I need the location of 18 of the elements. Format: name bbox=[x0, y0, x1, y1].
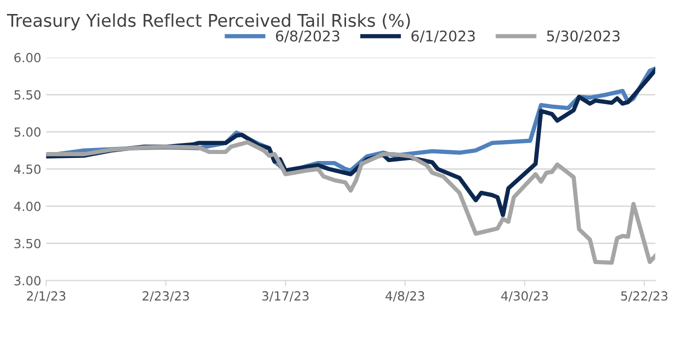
legend-label: 6/8/2023 bbox=[276, 30, 340, 43]
legend-label: 6/1/2023 bbox=[411, 30, 475, 43]
y-tick-label: 5.50 bbox=[14, 90, 41, 100]
y-tick-label: 4.50 bbox=[14, 164, 41, 174]
chart-title: Treasury Yields Reflect Perceived Tail Risks (%) bbox=[6, 14, 410, 30]
y-tick-label: 3.50 bbox=[14, 238, 41, 248]
y-tick-label: 4.00 bbox=[14, 202, 41, 212]
x-tick-label: 2/23/23 bbox=[142, 291, 189, 302]
x-tick-label: 3/17/23 bbox=[262, 291, 309, 302]
y-tick-label: 5.00 bbox=[14, 127, 41, 137]
x-tick-label: 4/8/23 bbox=[386, 291, 424, 302]
x-tick-label: 2/1/23 bbox=[27, 291, 66, 302]
y-tick-label: 6.00 bbox=[14, 52, 41, 62]
legend-label: 5/30/2023 bbox=[547, 30, 620, 43]
y-tick-label: 3.00 bbox=[14, 276, 41, 286]
x-tick-label: 5/22/23 bbox=[621, 291, 668, 302]
line-series bbox=[46, 140, 656, 265]
x-tick-label: 4/30/23 bbox=[501, 291, 548, 302]
